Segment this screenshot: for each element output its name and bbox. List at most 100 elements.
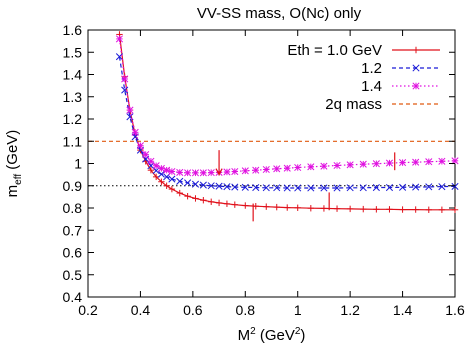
marker-stroke [231,183,239,191]
marker-stroke [163,166,171,174]
data-point [168,185,176,193]
marker-stroke [399,183,407,191]
data-point [438,157,446,165]
data-point [147,157,155,165]
marker-stroke [176,177,184,185]
data-point [207,169,215,177]
data-point [294,163,302,172]
y-tick-label: 0.4 [63,289,83,305]
data-point [168,167,176,176]
marker-stroke [199,169,207,177]
marker-stroke [438,183,446,191]
y-tick-label: 1.6 [63,22,83,38]
x-axis-label-unit-sup: 2 [295,326,301,337]
data-point [262,165,270,174]
marker-stroke [157,164,165,172]
marker-stroke [451,157,459,165]
data-point [385,159,394,167]
marker-stroke [333,184,341,192]
x-axis-label-symbol: M [238,327,251,344]
marker-stroke [372,183,380,192]
data-point [231,183,239,191]
series-layer [88,31,459,213]
legend-label: 2q mass [325,96,382,113]
marker-stroke [131,128,139,136]
y-tick-label: 0.5 [63,267,83,283]
data-point [425,158,433,166]
y-tick-label: 1.4 [63,67,83,83]
data-point [320,205,328,212]
x-tick-label: 0.2 [78,302,98,318]
marker-stroke [346,184,354,192]
plot-area: 0.2 0.4 0.6 0.8 1 1.2 1.4 1.60.40.50.60.70.80.9… [63,22,465,318]
data-point [262,184,270,192]
marker-stroke [136,142,144,150]
marker-stroke [241,167,249,175]
data-point [425,206,432,213]
data-point [283,184,291,192]
data-point [241,183,249,191]
data-point [333,205,341,212]
data-point [157,170,165,178]
data-point [142,151,150,159]
data-point [158,178,165,185]
plot-frame [87,29,456,298]
legend-label: 1.4 [361,78,382,95]
threshold-marker [215,150,223,176]
data-point [191,169,200,177]
data-point [372,160,380,168]
threshold-marker-arrowhead [215,168,223,176]
data-point [163,166,171,174]
data-point [412,183,420,191]
data-point [168,175,176,183]
data-point [273,203,280,211]
data-point [223,183,231,191]
marker-stroke [283,164,291,172]
data-point [412,158,420,166]
marker-stroke [273,165,281,173]
x-axis-label-unit: (GeV [256,327,295,344]
y-axis-label: meff (GeV) [4,130,24,198]
series-3 [115,35,459,177]
data-point [360,205,367,213]
marker-stroke [231,167,239,176]
y-tick-label: 1.5 [63,44,83,60]
data-point [136,142,144,150]
marker-stroke [273,184,281,192]
data-point [333,184,341,192]
y-axis-label-sub: eff [13,174,24,185]
marker-stroke [252,183,260,192]
data-point [284,204,291,211]
data-point [192,195,199,202]
marker-stroke [333,161,341,170]
data-point [252,166,260,174]
data-point [207,182,215,190]
marker-stroke [320,184,328,192]
marker-stroke [184,179,192,187]
marker-stroke [126,113,134,121]
data-point [176,168,184,176]
data-point [242,202,249,209]
data-point [320,184,328,192]
data-point [438,206,446,213]
data-point [184,193,191,200]
marker-stroke [425,183,433,191]
marker-stroke [307,163,315,171]
marker-stroke [385,183,394,192]
marker-stroke [147,157,155,165]
marker-stroke [157,170,165,178]
legend-marker [412,46,420,54]
data-point [346,184,354,192]
marker-stroke [115,35,124,43]
marker-stroke [399,159,407,167]
marker-stroke [115,53,124,61]
legend-marker [412,82,420,90]
marker-stroke [307,184,315,192]
x-tick-label: 0.8 [236,302,256,318]
x-tick-label: 0.6 [183,302,203,318]
marker-stroke [412,64,420,72]
data-point [273,165,281,173]
marker-stroke [346,161,354,169]
data-point [263,203,270,210]
